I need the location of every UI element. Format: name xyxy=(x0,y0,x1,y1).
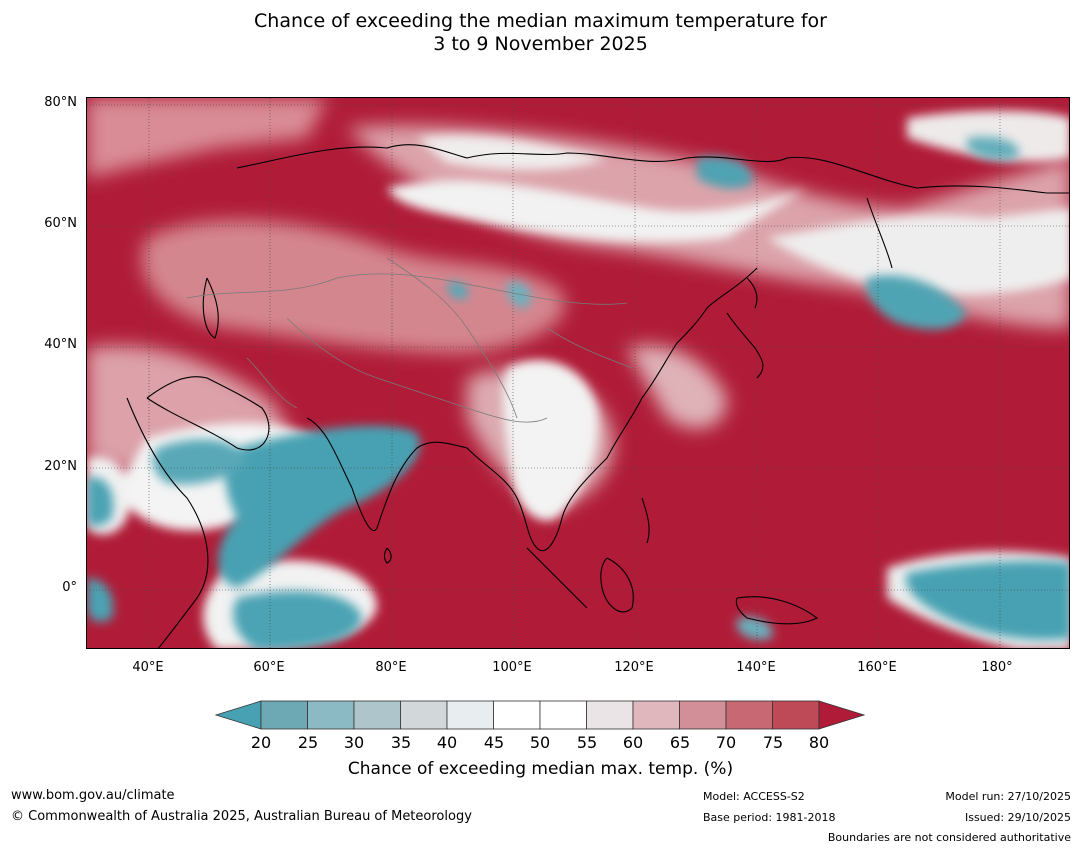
colorbar-segment xyxy=(400,700,448,730)
colorbar-tick-80: 80 xyxy=(808,733,830,752)
colorbar-segment xyxy=(586,700,634,730)
colorbar-segment xyxy=(772,700,820,730)
colorbar-segment xyxy=(679,700,727,730)
lon-label-60e: 60°E xyxy=(253,660,285,675)
lat-label-80n: 80°N xyxy=(44,95,77,110)
colorbar-tick-25: 25 xyxy=(297,733,319,752)
colorbar-segment xyxy=(353,700,401,730)
colorbar-tick-55: 55 xyxy=(576,733,598,752)
lon-label-120e: 120°E xyxy=(614,660,654,675)
lon-label-160e: 160°E xyxy=(857,660,897,675)
footer-model-run: Model run: 27/10/2025 xyxy=(945,790,1071,803)
colorbar-tick-60: 60 xyxy=(622,733,644,752)
lat-label-20n: 20°N xyxy=(44,459,77,474)
colorbar-extend-high xyxy=(818,700,866,730)
colorbar-tick-35: 35 xyxy=(390,733,412,752)
colorbar-tick-40: 40 xyxy=(436,733,458,752)
colorbar-tick-65: 65 xyxy=(669,733,691,752)
lat-label-40n: 40°N xyxy=(44,337,77,352)
low-probability-areas xyxy=(87,136,1069,648)
footer-website: www.bom.gov.au/climate xyxy=(11,788,175,803)
forecast-map-canvas xyxy=(87,98,1069,648)
colorbar xyxy=(214,700,866,730)
lon-label-40e: 40°E xyxy=(132,660,164,675)
map-title-line-2: 3 to 9 November 2025 xyxy=(433,33,648,55)
colorbar-tick-30: 30 xyxy=(343,733,365,752)
colorbar-segment xyxy=(539,700,587,730)
footer-copyright: © Commonwealth of Australia 2025, Austra… xyxy=(11,809,472,824)
lon-label-80e: 80°E xyxy=(375,660,407,675)
graticule xyxy=(87,98,1069,648)
lon-label-180: 180° xyxy=(981,660,1013,675)
colorbar-segment xyxy=(632,700,680,730)
colorbar-tick-20: 20 xyxy=(250,733,272,752)
colorbar-segment xyxy=(493,700,541,730)
colorbar-tick-50: 50 xyxy=(529,733,551,752)
colorbar-tick-75: 75 xyxy=(762,733,784,752)
forecast-map xyxy=(86,97,1070,649)
lon-label-100e: 100°E xyxy=(492,660,532,675)
footer-base-period: Base period: 1981-2018 xyxy=(703,811,836,824)
colorbar-tick-45: 45 xyxy=(483,733,505,752)
country-boundaries xyxy=(186,257,633,423)
footer-disclaimer: Boundaries are not considered authoritat… xyxy=(827,831,1071,844)
colorbar-tick-70: 70 xyxy=(715,733,737,752)
colorbar-label: Chance of exceeding median max. temp. (%… xyxy=(347,759,734,779)
colorbar-segment xyxy=(260,700,308,730)
footer-model: Model: ACCESS-S2 xyxy=(703,790,805,803)
colorbar-segment xyxy=(725,700,773,730)
colorbar-segment xyxy=(446,700,494,730)
lat-label-0: 0° xyxy=(62,580,77,595)
footer-issued: Issued: 29/10/2025 xyxy=(964,811,1071,824)
colorbar-graphic xyxy=(214,700,866,730)
colorbar-extend-low xyxy=(214,700,262,730)
lat-label-60n: 60°N xyxy=(44,216,77,231)
coastlines xyxy=(126,144,1069,648)
lon-label-140e: 140°E xyxy=(736,660,776,675)
map-title-line-1: Chance of exceeding the median maximum t… xyxy=(254,10,827,32)
colorbar-segment xyxy=(307,700,355,730)
